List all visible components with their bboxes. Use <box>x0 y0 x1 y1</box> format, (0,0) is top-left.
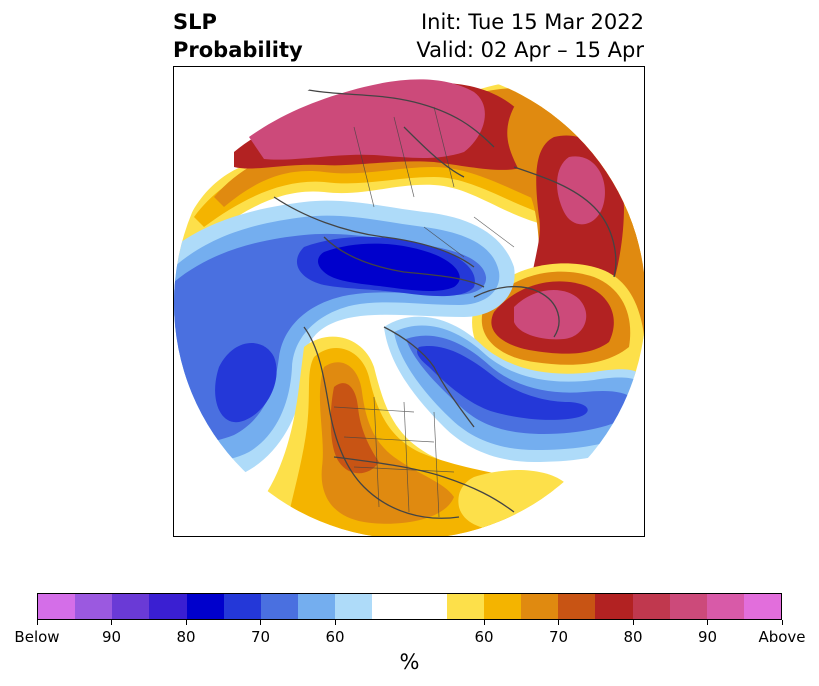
colorbar-cell <box>260 594 299 619</box>
colorbar-cell <box>409 594 447 619</box>
colorbar-tick <box>632 620 634 625</box>
colorbar-cell <box>743 594 782 619</box>
borders <box>333 106 515 518</box>
polar-map <box>173 66 645 537</box>
title-line-probability: Probability <box>173 38 303 62</box>
title-line-slp: SLP <box>173 10 217 34</box>
colorbar-cell <box>372 594 410 619</box>
chart-title: SLP Probability <box>173 8 303 64</box>
colorbar-cell <box>149 594 187 619</box>
colorbar-cell <box>669 594 707 619</box>
colorbar-cell <box>521 594 559 619</box>
above-europe-90 <box>514 289 587 340</box>
colorbar-tick-label: Above <box>758 628 806 646</box>
colorbar-tick-label: 70 <box>548 628 569 646</box>
colorbar-ticks: Below 90 80 70 60 60 70 80 90 Above <box>14 620 806 646</box>
colorbar-tick <box>558 620 559 625</box>
date-info: Init: Tue 15 Mar 2022 Valid: 02 Apr – 15… <box>416 8 644 64</box>
colorbar-tick-label: Below <box>14 628 60 646</box>
colorbar-tick-label: 70 <box>250 628 271 646</box>
above-right-90 <box>557 156 605 225</box>
colorbar-cell <box>223 594 261 619</box>
map-svg <box>174 67 644 536</box>
colorbar-tick <box>707 620 708 625</box>
colorbar-tick <box>185 620 187 625</box>
above-namerica-75 <box>330 383 379 474</box>
colorbar-cell <box>632 594 670 619</box>
colorbar-tick <box>483 620 485 625</box>
colorbar-tick-label: 90 <box>697 628 718 646</box>
colorbar-cell <box>112 594 150 619</box>
valid-range: Valid: 02 Apr – 15 Apr <box>416 38 644 62</box>
colorbar-tick-label: 80 <box>176 628 196 646</box>
colorbar-cell <box>75 594 113 619</box>
above-top-90 <box>249 79 485 160</box>
colorbar-tick-label: 80 <box>623 628 643 646</box>
below-center-80 <box>318 243 460 291</box>
colorbar-tick <box>111 620 112 625</box>
colorbar-cell <box>706 594 744 619</box>
colorbar-tick <box>36 620 38 625</box>
coastlines <box>273 86 635 519</box>
colorbar-cell <box>38 594 76 619</box>
colorbar-cell <box>446 594 484 619</box>
colorbar-cell <box>558 594 596 619</box>
colorbar-tick <box>781 620 783 625</box>
colorbar-units: % <box>399 650 420 674</box>
colorbar-tick-label: 60 <box>325 628 345 646</box>
colorbar-tick-label: 90 <box>101 628 122 646</box>
above-atlantic-light <box>458 470 567 531</box>
init-date: Init: Tue 15 Mar 2022 <box>420 10 644 34</box>
colorbar-cell <box>595 594 633 619</box>
colorbar <box>37 593 782 620</box>
colorbar-cell <box>298 594 336 619</box>
colorbar-cell <box>186 594 224 619</box>
below-atlantic-80 <box>417 346 588 420</box>
colorbar-cell <box>483 594 522 619</box>
colorbar-tick <box>334 620 336 625</box>
below-pacific-75 <box>215 343 277 423</box>
colorbar-cell <box>335 594 373 619</box>
colorbar-tick-label: 60 <box>474 628 494 646</box>
colorbar-tick <box>260 620 261 625</box>
